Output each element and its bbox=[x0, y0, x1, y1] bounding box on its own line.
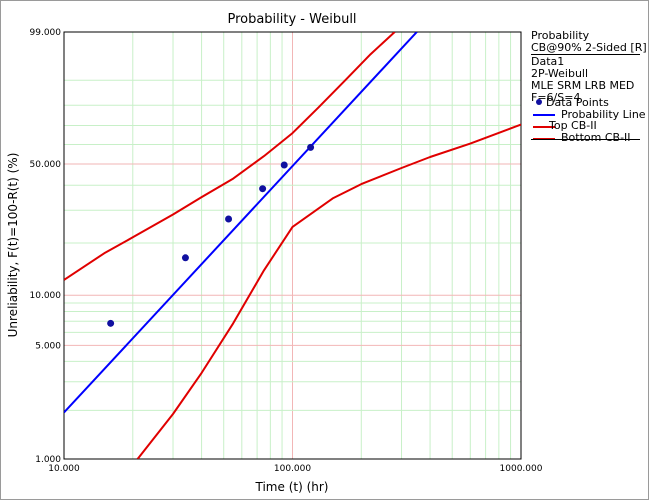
plot-area bbox=[63, 31, 522, 460]
legend-method: MLE SRM LRB MED bbox=[531, 79, 635, 92]
y-tick-label: 99.000 bbox=[30, 28, 62, 38]
x-axis-label: Time (t) (hr) bbox=[255, 480, 329, 494]
y-tick-label: 1.000 bbox=[35, 455, 61, 465]
series-top-cb-ii bbox=[64, 32, 396, 281]
legend-top-cb-swatch bbox=[533, 126, 555, 128]
x-tick-label: 1000.000 bbox=[500, 464, 543, 474]
data-point bbox=[280, 161, 288, 169]
legend-entry-data-points: Data Points bbox=[546, 96, 609, 109]
y-tick-label: 50.000 bbox=[30, 160, 62, 170]
y-axis-label: Unreliability, F(t)=100-R(t) (%) bbox=[6, 153, 20, 338]
series-probability-line bbox=[64, 32, 418, 414]
legend-dataset: Data1 bbox=[531, 55, 565, 68]
data-point bbox=[107, 319, 115, 327]
legend-entry-bottom-cb: Bottom CB-II bbox=[561, 131, 631, 144]
data-point bbox=[307, 143, 315, 151]
legend-entry-probability-line: Probability Line bbox=[561, 108, 646, 121]
legend-counts: F=6/S=4 bbox=[531, 91, 581, 104]
legend-divider bbox=[531, 54, 640, 55]
legend-heading: Probability bbox=[531, 29, 590, 42]
legend-data-points-marker bbox=[536, 99, 542, 105]
chart-title: Probability - Weibull bbox=[227, 12, 356, 27]
legend-entry-top-cb: Top CB-II bbox=[549, 119, 597, 132]
x-tick-label: 10.000 bbox=[48, 464, 80, 474]
data-point bbox=[181, 254, 189, 262]
y-tick-label: 10.000 bbox=[30, 291, 62, 301]
x-tick-label: 100.000 bbox=[274, 464, 311, 474]
legend-subheading: CB@90% 2-Sided [R] bbox=[531, 41, 647, 54]
data-point bbox=[225, 215, 233, 223]
legend-model: 2P-Weibull bbox=[531, 67, 589, 80]
legend-bottom-rule bbox=[531, 139, 640, 140]
data-point bbox=[259, 185, 267, 193]
series-bottom-cb-ii bbox=[136, 123, 521, 459]
legend-probability-line-swatch bbox=[533, 114, 555, 116]
y-tick-label: 5.000 bbox=[35, 341, 61, 351]
